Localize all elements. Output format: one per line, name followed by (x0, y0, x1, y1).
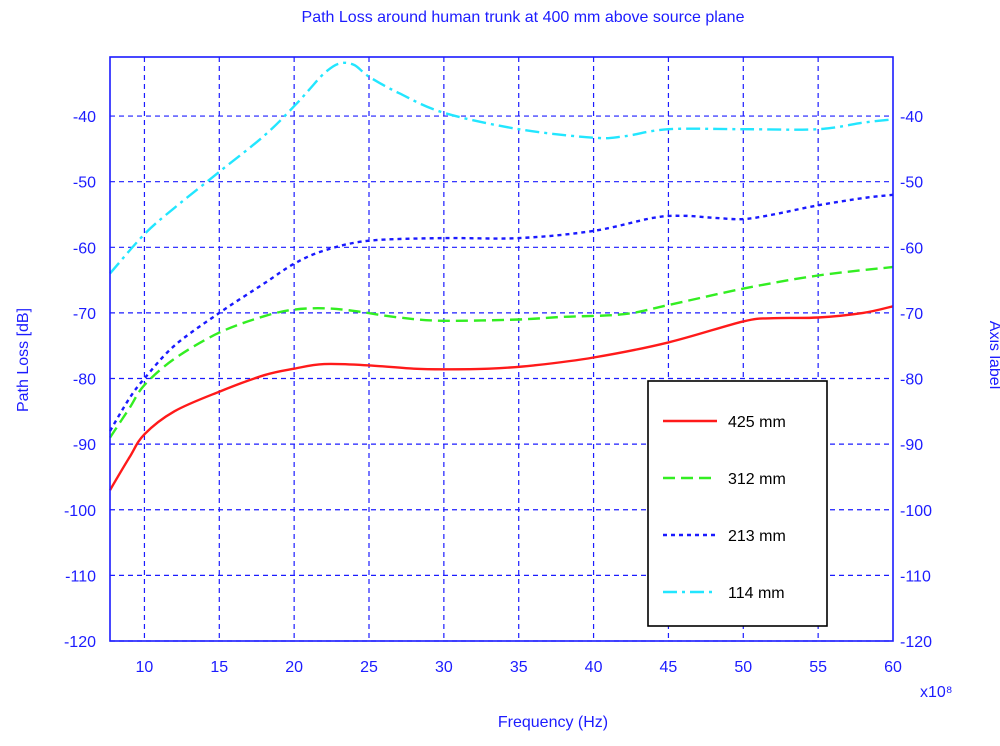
x-tick-label: 25 (360, 659, 378, 676)
series-lines (108, 61, 894, 491)
y-tick-label-right: -50 (900, 175, 923, 192)
y-tick-label-right: -60 (900, 240, 923, 257)
legend-label: 425 mm (728, 414, 786, 431)
y-tick-label: -120 (64, 634, 96, 651)
y-tick-label: -40 (73, 109, 96, 126)
y-tick-labels-right: -40 -50 -60 -70 -80 -90 -100 -110 -120 (900, 109, 932, 651)
y-tick-label: -100 (64, 503, 96, 520)
y-tick-label-right: -120 (900, 634, 932, 651)
legend: 425 mm 312 mm 213 mm 114 mm (647, 380, 828, 627)
x-axis-label: Frequency (Hz) (498, 714, 608, 731)
series-line-425-mm (108, 305, 894, 491)
x-tick-label: 55 (809, 659, 827, 676)
series-line-213-mm (108, 193, 894, 432)
y-tick-label-right: -80 (900, 372, 923, 389)
series-line-114-mm (109, 61, 894, 275)
legend-label: 114 mm (728, 585, 785, 602)
y-tick-label: -90 (73, 437, 96, 454)
x-tick-label: 15 (210, 659, 228, 676)
x-tick-label: 35 (510, 659, 528, 676)
y-tick-label-right: -100 (900, 503, 932, 520)
y-tick-labels: -40 -50 -60 -70 -80 -90 -100 -110 -120 (64, 109, 96, 651)
x-tick-label: 40 (585, 659, 603, 676)
y-tick-label: -60 (73, 240, 96, 257)
y-tick-label: -110 (65, 568, 96, 585)
x-tick-label: 10 (136, 659, 154, 676)
chart-title: Path Loss around human trunk at 400 mm a… (302, 9, 745, 26)
x-axis-multiplier: x10⁸ (920, 684, 953, 701)
y-tick-label-right: -70 (900, 306, 923, 323)
x-tick-label: 30 (435, 659, 453, 676)
x-tick-label: 50 (734, 659, 752, 676)
x-tick-label: 60 (884, 659, 902, 676)
y-tick-label-right: -40 (900, 109, 923, 126)
y-tick-label-right: -110 (900, 568, 931, 585)
x-tick-label: 20 (285, 659, 303, 676)
y-axis-label: Path Loss [dB] (15, 308, 32, 412)
x-tick-label: 45 (660, 659, 678, 676)
plot-frame (109, 56, 894, 642)
legend-label: 312 mm (728, 471, 786, 488)
x-tick-labels: 10 15 20 25 30 35 40 45 50 55 60 (136, 659, 902, 676)
y-tick-label: -70 (73, 306, 96, 323)
y-axis-label-right: Axis label (986, 321, 1000, 389)
y-tick-label-right: -90 (900, 437, 923, 454)
legend-label: 213 mm (728, 528, 786, 545)
y-tick-label: -50 (73, 175, 96, 192)
y-tick-label: -80 (73, 372, 96, 389)
series-line-312-mm (108, 265, 894, 439)
